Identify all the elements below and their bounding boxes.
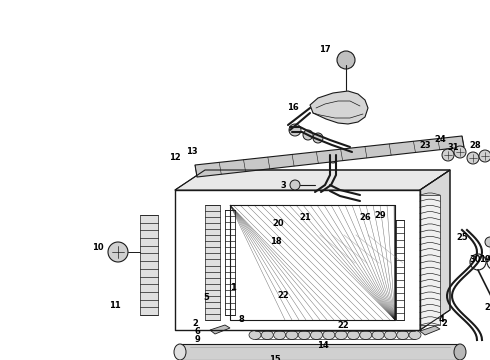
Polygon shape [310,91,368,124]
Text: 23: 23 [419,140,431,149]
Ellipse shape [261,330,273,339]
Polygon shape [420,326,440,335]
Ellipse shape [311,330,322,339]
Ellipse shape [384,330,396,339]
Polygon shape [180,344,460,360]
Text: 28: 28 [469,140,481,149]
Circle shape [290,180,300,190]
Ellipse shape [323,330,335,339]
Text: 9: 9 [194,336,200,345]
Ellipse shape [454,344,466,360]
Circle shape [313,133,323,143]
Ellipse shape [372,330,384,339]
Text: 13: 13 [186,148,198,157]
Ellipse shape [298,330,310,339]
Text: 29: 29 [374,211,386,220]
Polygon shape [420,195,440,325]
Circle shape [108,242,128,262]
Polygon shape [195,136,464,177]
Circle shape [337,51,355,69]
Polygon shape [210,325,230,334]
Text: 14: 14 [317,341,329,350]
Text: 25: 25 [456,234,468,243]
Text: 10: 10 [92,243,104,252]
Circle shape [454,146,466,158]
Ellipse shape [174,344,186,360]
Circle shape [467,152,479,164]
Ellipse shape [286,330,298,339]
Text: 22: 22 [277,291,289,300]
Text: 22: 22 [337,320,349,329]
Text: 17: 17 [319,45,331,54]
Text: 19: 19 [479,256,490,265]
Text: 16: 16 [287,103,299,112]
Text: 30: 30 [469,256,481,265]
Text: 24: 24 [434,135,446,144]
Polygon shape [175,170,450,190]
Text: 8: 8 [238,315,244,324]
Ellipse shape [335,330,347,339]
Ellipse shape [397,330,409,339]
Text: 12: 12 [169,153,181,162]
Ellipse shape [360,330,372,339]
Ellipse shape [249,330,261,339]
Text: 21: 21 [299,213,311,222]
Ellipse shape [273,330,286,339]
Text: 31: 31 [447,144,459,153]
Circle shape [289,124,301,136]
Ellipse shape [347,330,360,339]
Polygon shape [140,215,158,315]
Text: 26: 26 [359,213,371,222]
Text: 2: 2 [192,319,198,328]
Text: 4: 4 [438,315,444,324]
Text: 1: 1 [230,283,236,292]
Text: 20: 20 [272,219,284,228]
Circle shape [479,150,490,162]
Circle shape [442,149,454,161]
Text: 27: 27 [484,303,490,312]
Circle shape [303,130,313,140]
Ellipse shape [409,330,421,339]
Text: 15: 15 [269,355,281,360]
Text: 6: 6 [194,328,200,337]
Text: 3: 3 [280,180,286,189]
Circle shape [328,153,338,163]
Circle shape [485,237,490,247]
Text: 11: 11 [109,301,121,310]
Text: 5: 5 [203,292,209,302]
Polygon shape [420,170,450,330]
Text: 2: 2 [441,319,447,328]
Text: 18: 18 [270,238,282,247]
Polygon shape [205,205,220,320]
